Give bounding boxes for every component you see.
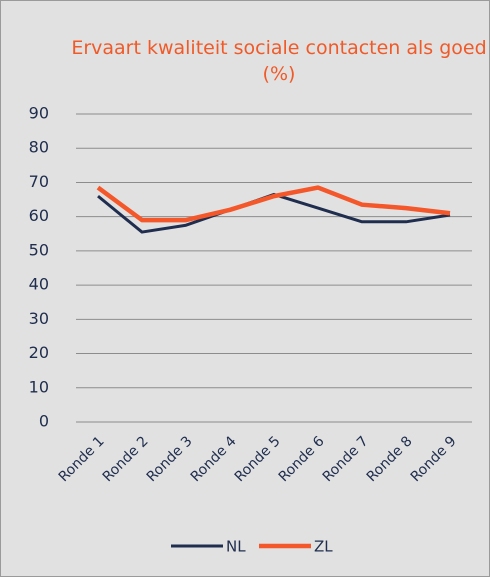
y-tick-label: 60 [29, 206, 49, 225]
y-tick-label: 70 [29, 172, 49, 191]
y-tick-label: 50 [29, 240, 49, 259]
legend-label: NL [226, 538, 246, 556]
series-line [96, 185, 451, 223]
chart-title: Ervaart kwaliteit sociale contacten als … [71, 37, 487, 85]
y-tick-label: 20 [29, 343, 49, 362]
y-tick-label: 80 [29, 138, 49, 157]
x-tick-label: Ronde 3 [144, 433, 196, 485]
x-tick-label: Ronde 8 [364, 433, 416, 485]
y-tick-label: 0 [39, 412, 49, 431]
x-tick-label: Ronde 2 [100, 433, 152, 485]
series-line [97, 192, 451, 234]
x-tick-label: Ronde 5 [232, 433, 284, 485]
y-tick-label: 90 [29, 104, 49, 123]
y-tick-label: 10 [29, 377, 49, 396]
x-tick-label: Ronde 6 [276, 433, 328, 485]
x-tick-label: Ronde 1 [56, 433, 108, 485]
x-tick-label: Ronde 4 [188, 433, 240, 485]
y-tick-label: 40 [29, 275, 49, 294]
x-tick-label: Ronde 9 [408, 433, 460, 485]
x-tick-label: Ronde 7 [320, 433, 372, 485]
y-tick-label: 30 [29, 309, 49, 328]
legend-label: ZL [314, 538, 333, 556]
